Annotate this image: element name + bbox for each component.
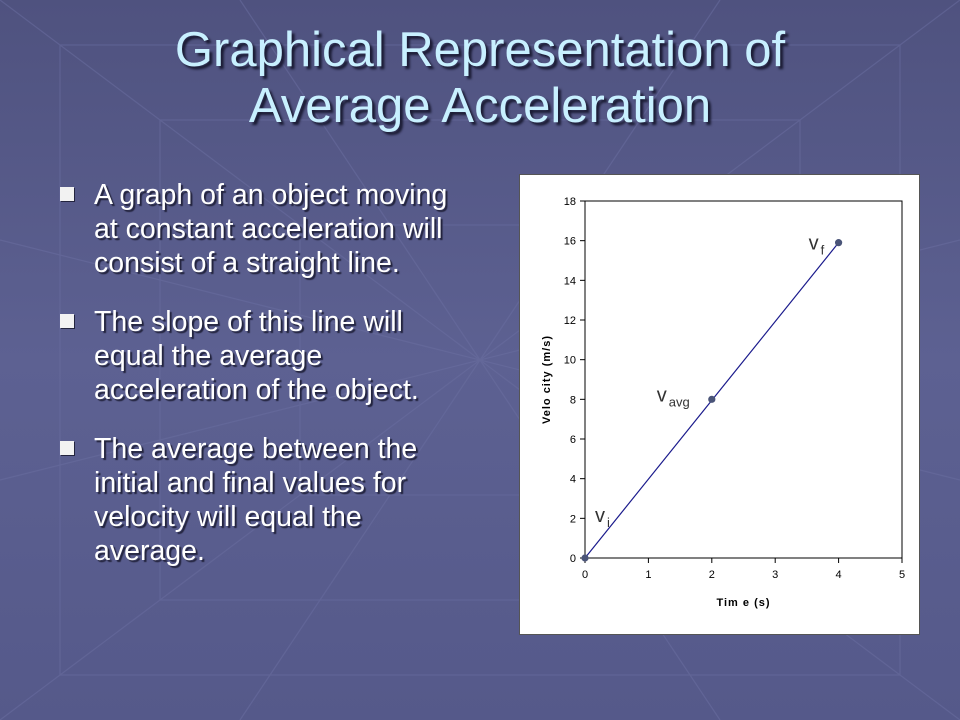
y-tick-label: 18 (564, 196, 576, 208)
bullet-item: The average between the initial and fina… (58, 432, 468, 568)
y-tick-label: 8 (570, 394, 576, 406)
x-tick-label: 2 (709, 569, 715, 581)
square-bullet-icon (60, 314, 74, 328)
x-tick-label: 3 (772, 569, 778, 581)
point-label-subscript: avg (669, 394, 690, 409)
plot-frame (584, 200, 903, 559)
data-point (708, 395, 716, 403)
square-bullet-icon (60, 441, 74, 455)
point-label: v avg (657, 384, 690, 409)
title-line-1: Graphical Representation of (174, 23, 786, 77)
point-label-main: v (595, 505, 605, 527)
slide-title: Graphical Representation of Average Acce… (0, 22, 960, 134)
bullet-text: The slope of this line will equal the av… (94, 306, 419, 406)
bullet-text: The average between the initial and fina… (94, 433, 418, 567)
x-tick-label: 4 (836, 569, 842, 581)
square-bullet-icon (60, 187, 74, 201)
x-axis-label: Tim e (s) (716, 597, 770, 609)
bullet-item: A graph of an object moving at constant … (58, 178, 468, 280)
y-tick-label: 2 (570, 513, 576, 525)
y-tick-label: 6 (570, 434, 576, 446)
point-label-main: v (809, 233, 819, 255)
x-tick-label: 0 (582, 569, 588, 581)
y-tick-label: 16 (564, 236, 576, 248)
bullet-item: The slope of this line will equal the av… (58, 305, 468, 407)
point-label-subscript: i (607, 515, 610, 530)
y-tick-label: 4 (570, 474, 576, 486)
point-label-subscript: f (821, 243, 825, 258)
title-line-2: Average Acceleration (248, 79, 712, 133)
bullet-text: A graph of an object moving at constant … (94, 179, 448, 279)
data-point (835, 239, 843, 247)
data-point (581, 554, 589, 562)
y-tick-label: 0 (570, 553, 576, 565)
x-tick-label: 5 (899, 569, 905, 581)
y-tick-label: 10 (564, 355, 576, 367)
y-axis-label: Velo city (m/s) (541, 335, 553, 424)
bullet-list: A graph of an object moving at constant … (58, 178, 468, 593)
velocity-time-chart: 0 2 4 6 8 10 12 14 16 18 0 1 2 3 4 5 Tim e (s) Velo city … (519, 174, 920, 635)
y-tick-label: 12 (564, 315, 576, 327)
x-tick-label: 1 (645, 569, 651, 581)
y-tick-label: 14 (564, 275, 576, 287)
point-label-main: v (657, 384, 667, 406)
